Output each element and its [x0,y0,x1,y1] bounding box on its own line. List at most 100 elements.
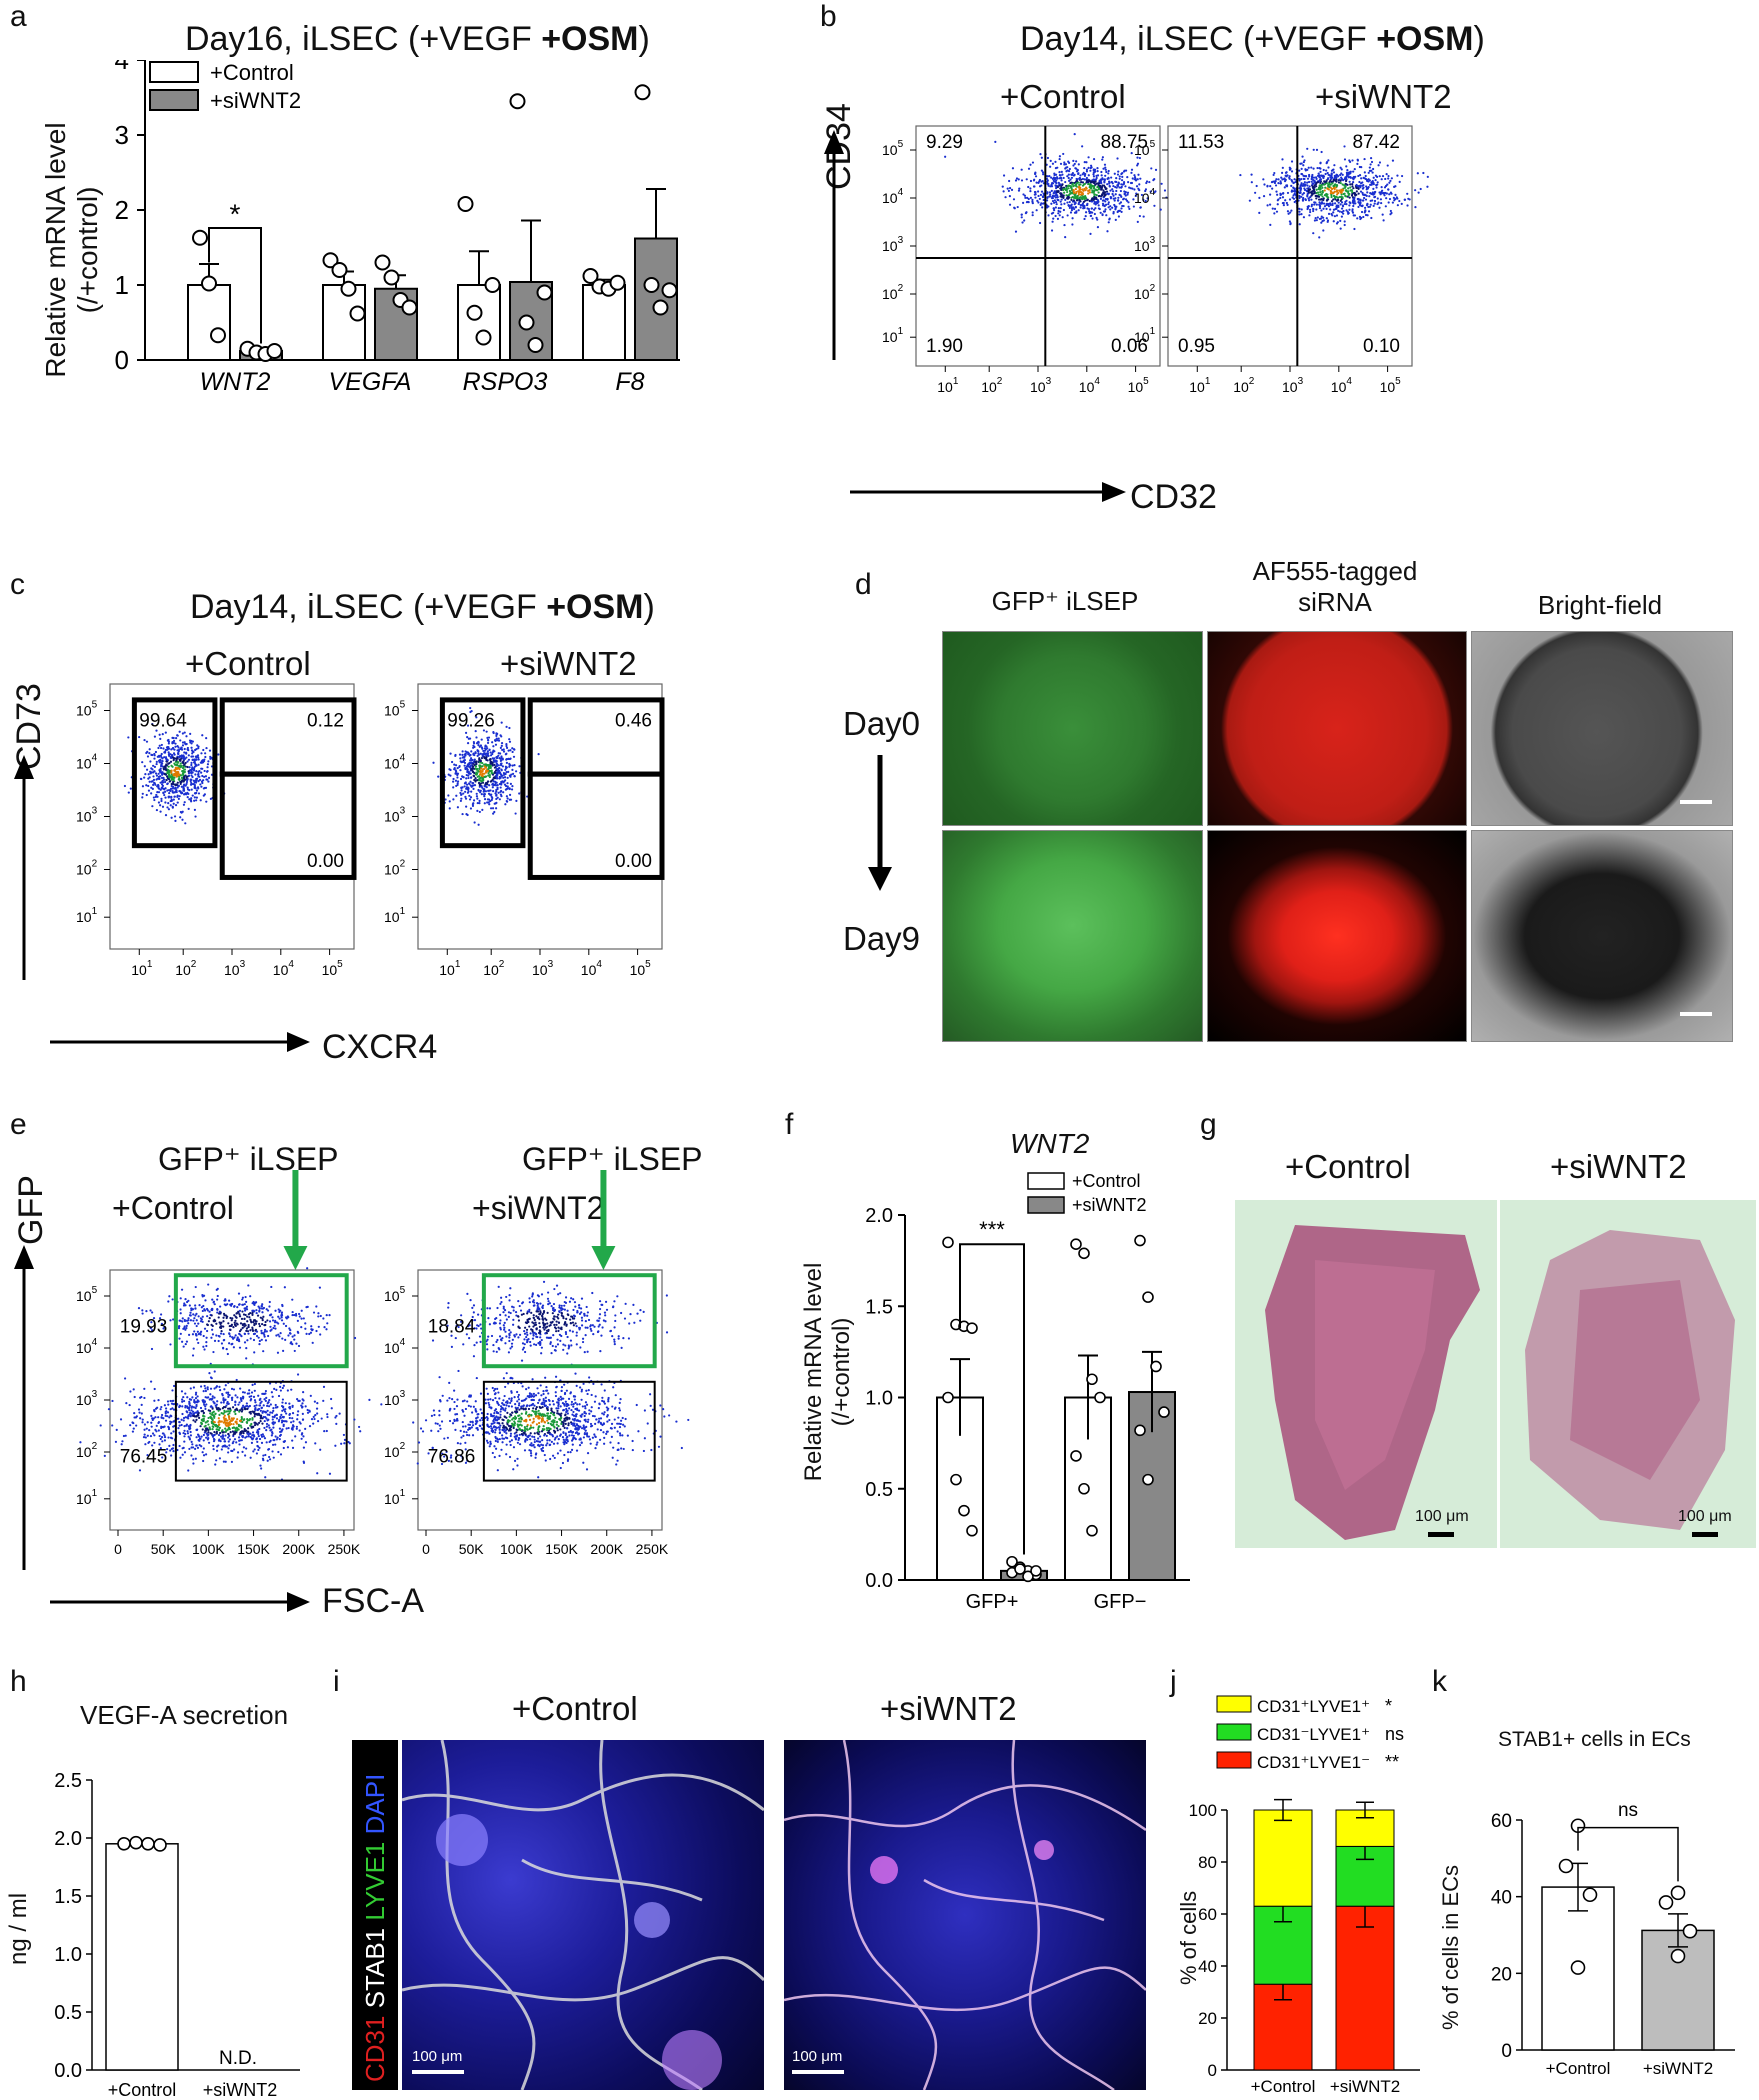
panel-b-plot-2-event [1341,188,1344,191]
panel-c-plot-1-event [204,752,207,755]
panel-b-plot-1-event [1138,189,1141,192]
panel-e-plot-1-event [270,1313,273,1316]
panel-e-plot-1-event [296,1319,299,1322]
panel-e-plot-1-event [271,1450,274,1453]
panel-e-plot-1-event [298,1399,301,1402]
panel-b-plot-1-event [1052,201,1056,204]
panel-e-plot-1-event [262,1454,265,1457]
panel-c-plot-2-event [486,747,489,750]
panel-e-plot-1-event [207,1429,210,1432]
panel-c-plot-2-event [499,759,502,762]
panel-b-plot-1-event [1122,181,1126,184]
panel-e-plot-1-event [261,1307,265,1310]
panel-b-plot-2-event [1298,187,1301,190]
panel-c-plot-2-gate-bottom-right-value: 0.00 [615,851,652,872]
panel-c-plot-2-event [486,750,489,753]
panel-b-plot-1-event [1127,201,1130,204]
panel-e-plot-1-xtick-label: 150K [237,1541,270,1557]
panel-b-plot-2-event [1319,170,1322,173]
panel-c-plot-2-event [502,748,505,751]
panel-c-plot-2-event [509,749,512,752]
panel-e-plot-1-event [323,1325,326,1329]
panel-b-plot-1-event [1074,167,1077,170]
panel-e-plot-1-event [200,1318,203,1321]
panel-c-plot-1-event [153,781,156,784]
panel-e-plot-1-event [135,1415,138,1418]
panel-e-plot-1-event [200,1306,203,1309]
panel-e-plot-1-event [229,1430,232,1434]
panel-e-plot-1-event [238,1309,242,1312]
panel-b-plot-2-event [1307,205,1310,208]
panel-b-plot-1-event [1058,171,1061,174]
panel-b-plot-2-event [1359,217,1362,221]
panel-b-plot-2-event [1284,199,1287,202]
panel-e-plot-1-event [197,1322,200,1325]
panel-b-plot-2-event [1351,177,1354,180]
panel-c-plot-1-event [172,774,175,777]
panel-b-plot-2-event [1357,205,1360,209]
panel-e-plot-1-event [209,1412,212,1415]
panel-b-plot-1-event [1008,194,1011,198]
panel-e-plot-1-event [182,1395,185,1399]
panel-e-plot-1-event [163,1434,166,1437]
panel-e-plot-1-event [315,1305,318,1308]
panel-e-plot-1-event [238,1330,242,1333]
panel-b-plot-1-event [1031,161,1035,164]
panel-b-plot-1-event [1020,213,1023,216]
panel-b-plot-2-event [1359,198,1362,201]
panel-b-plot-1-event [1120,210,1123,213]
panel-e-plot-1-event [248,1404,252,1408]
panel-e-plot-1-event [192,1295,195,1298]
panel-e-plot-1-event [128,1403,131,1407]
panel-b-plot-2-xtick-label: 102 [1233,376,1255,395]
panel-c-plot-1-event [205,746,208,750]
panel-c-plot-1-event [172,791,175,794]
panel-b-plot-2-event [1290,160,1294,163]
panel-c-plot-2-event [475,716,478,719]
panel-e-plot-1-event [223,1388,226,1391]
panel-b-plot-1-event [1114,180,1117,183]
panel-b-plot-1-event [1026,200,1029,204]
panel-b-plot-1-event [1138,183,1141,186]
panel-c-plot-2-event [479,760,482,763]
panel-b-plot-2-event [1290,170,1294,173]
panel-e-plot-1-event [190,1446,193,1449]
panel-c-plot-2-xtick-label: 102 [483,959,505,978]
panel-e-plot-1-event [185,1340,189,1343]
panel-e-plot-1-event [272,1456,275,1459]
panel-e-plot-1-event [133,1395,136,1399]
panel-e-plot-1-event [188,1402,191,1406]
panel-b-plot-1-q-ll: 1.90 [926,336,963,357]
panel-e-plot-1-event [246,1320,249,1323]
panel-e-plot-1-event [213,1416,216,1419]
panel-b-plot-1-event [1066,175,1069,178]
panel-b-plot-1-event [1122,170,1126,173]
panel-b-plot-2-event [1393,185,1396,188]
panel-b-plot-2-event [1316,195,1319,198]
panel-b-plot-1-event [1050,185,1054,188]
panel-e-plot-1-event [207,1441,211,1444]
panel-b-plot-2-event [1316,174,1320,178]
panel-b-plot-2-event [1370,160,1374,164]
panel-e-plot-1-event [251,1410,254,1413]
panel-b-plot-1-event [1117,215,1120,218]
panel-b-plot-1-event [1002,174,1006,177]
panel-b-plot-2-event [1308,208,1312,211]
panel-e-plot-1-event [131,1421,134,1424]
panel-b-plot-1-event [1016,205,1019,209]
panel-e-plot-1-event [235,1316,238,1319]
panel-e-plot-1-event [147,1441,150,1445]
panel-b-plot-2-event [1318,184,1321,187]
panel-b-plot-2-event [1321,190,1324,193]
panel-e-plot-1-event [150,1321,153,1324]
panel-c-plot-2-gate-top-right-value: 0.46 [615,710,652,731]
panel-e-plot-1-event [191,1333,195,1336]
panel-c-plot-1-event [145,784,148,787]
panel-b-plot-2-event [1372,176,1375,179]
panel-c-plot-1-event [167,765,170,768]
panel-b-plot-1-event [1057,207,1060,210]
panel-b-plot-2-event [1284,174,1287,177]
panel-b-plot-1-event [1069,178,1072,181]
panel-a-point [457,196,474,212]
panel-b-plot-2-event [1298,223,1301,226]
